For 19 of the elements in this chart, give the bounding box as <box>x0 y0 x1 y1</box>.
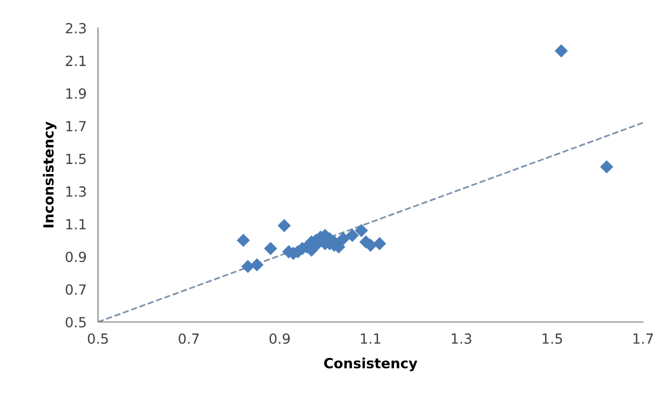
x-tick-label: 0.7 <box>178 333 199 344</box>
y-tick-label: 0.7 <box>66 284 86 295</box>
y-tick-label: 0.5 <box>66 316 86 328</box>
x-tick-label: 1.5 <box>542 334 562 344</box>
x-tick-label: 0.5 <box>88 333 108 344</box>
x-tick-label: 1.1 <box>360 334 380 344</box>
x-axis-title: Consistency <box>324 358 418 372</box>
y-tick-label: 1.7 <box>66 121 86 132</box>
x-tick-label: 0.9 <box>270 333 290 344</box>
y-tick-label: 2.3 <box>66 22 86 34</box>
y-tick-label: 1.5 <box>66 154 86 164</box>
y-tick-label: 0.9 <box>66 252 86 262</box>
y-tick-label: 1.9 <box>66 88 86 99</box>
x-tick-label: 1.3 <box>452 333 472 344</box>
x-tick-label: 1.7 <box>633 334 653 344</box>
y-axis-title: Inconsistency <box>42 122 56 228</box>
y-tick-label: 2.1 <box>66 56 86 66</box>
y-tick-label: 1.1 <box>66 219 86 230</box>
y-tick-label: 1.3 <box>66 186 86 197</box>
